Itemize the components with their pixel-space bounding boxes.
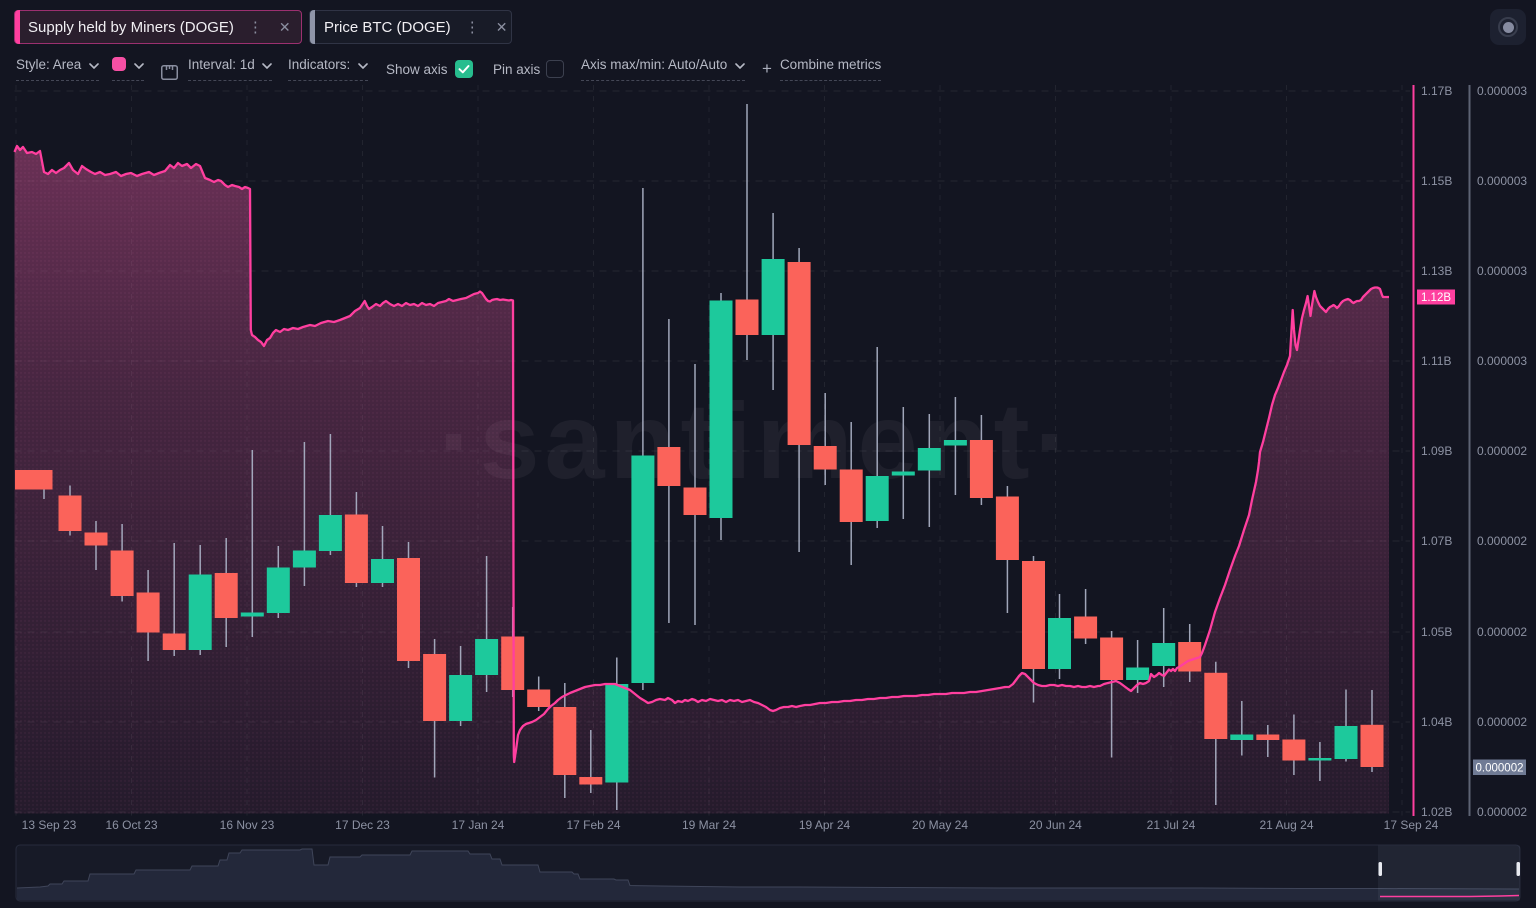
svg-text:0.000002: 0.000002 <box>1477 715 1527 729</box>
svg-text:19 Mar 24: 19 Mar 24 <box>682 818 736 832</box>
svg-text:20 Jun 24: 20 Jun 24 <box>1029 818 1082 832</box>
svg-text:17 Feb 24: 17 Feb 24 <box>566 818 620 832</box>
svg-text:0.000002: 0.000002 <box>1476 763 1524 775</box>
svg-text:1.09B: 1.09B <box>1421 444 1452 458</box>
svg-text:0.000002: 0.000002 <box>1477 534 1527 548</box>
svg-text:0.000003: 0.000003 <box>1477 264 1527 278</box>
svg-text:0.000002: 0.000002 <box>1477 444 1527 458</box>
svg-text:21 Jul 24: 21 Jul 24 <box>1147 818 1196 832</box>
svg-text:1.04B: 1.04B <box>1421 715 1452 729</box>
svg-text:1.12B: 1.12B <box>1421 292 1451 304</box>
svg-text:17 Dec 23: 17 Dec 23 <box>335 818 390 832</box>
svg-text:1.07B: 1.07B <box>1421 534 1452 548</box>
svg-text:0.000003: 0.000003 <box>1477 174 1527 188</box>
svg-text:1.02B: 1.02B <box>1421 805 1452 819</box>
svg-text:20 May 24: 20 May 24 <box>912 818 968 832</box>
svg-text:1.13B: 1.13B <box>1421 264 1452 278</box>
svg-text:19 Apr 24: 19 Apr 24 <box>799 818 851 832</box>
svg-text:1.05B: 1.05B <box>1421 625 1452 639</box>
svg-text:1.11B: 1.11B <box>1421 354 1451 368</box>
svg-text:16 Oct 23: 16 Oct 23 <box>105 818 157 832</box>
svg-text:16 Nov 23: 16 Nov 23 <box>220 818 275 832</box>
svg-text:1.15B: 1.15B <box>1421 174 1452 188</box>
svg-text:0.000002: 0.000002 <box>1477 625 1527 639</box>
svg-text:13 Sep 23: 13 Sep 23 <box>22 818 77 832</box>
svg-text:17 Jan 24: 17 Jan 24 <box>452 818 505 832</box>
svg-text:0.000002: 0.000002 <box>1477 805 1527 819</box>
svg-text:21 Aug 24: 21 Aug 24 <box>1259 818 1313 832</box>
svg-text:17 Sep 24: 17 Sep 24 <box>1384 818 1439 832</box>
svg-text:0.000003: 0.000003 <box>1477 354 1527 368</box>
svg-text:0.000003: 0.000003 <box>1477 84 1527 98</box>
svg-text:1.17B: 1.17B <box>1421 84 1452 98</box>
